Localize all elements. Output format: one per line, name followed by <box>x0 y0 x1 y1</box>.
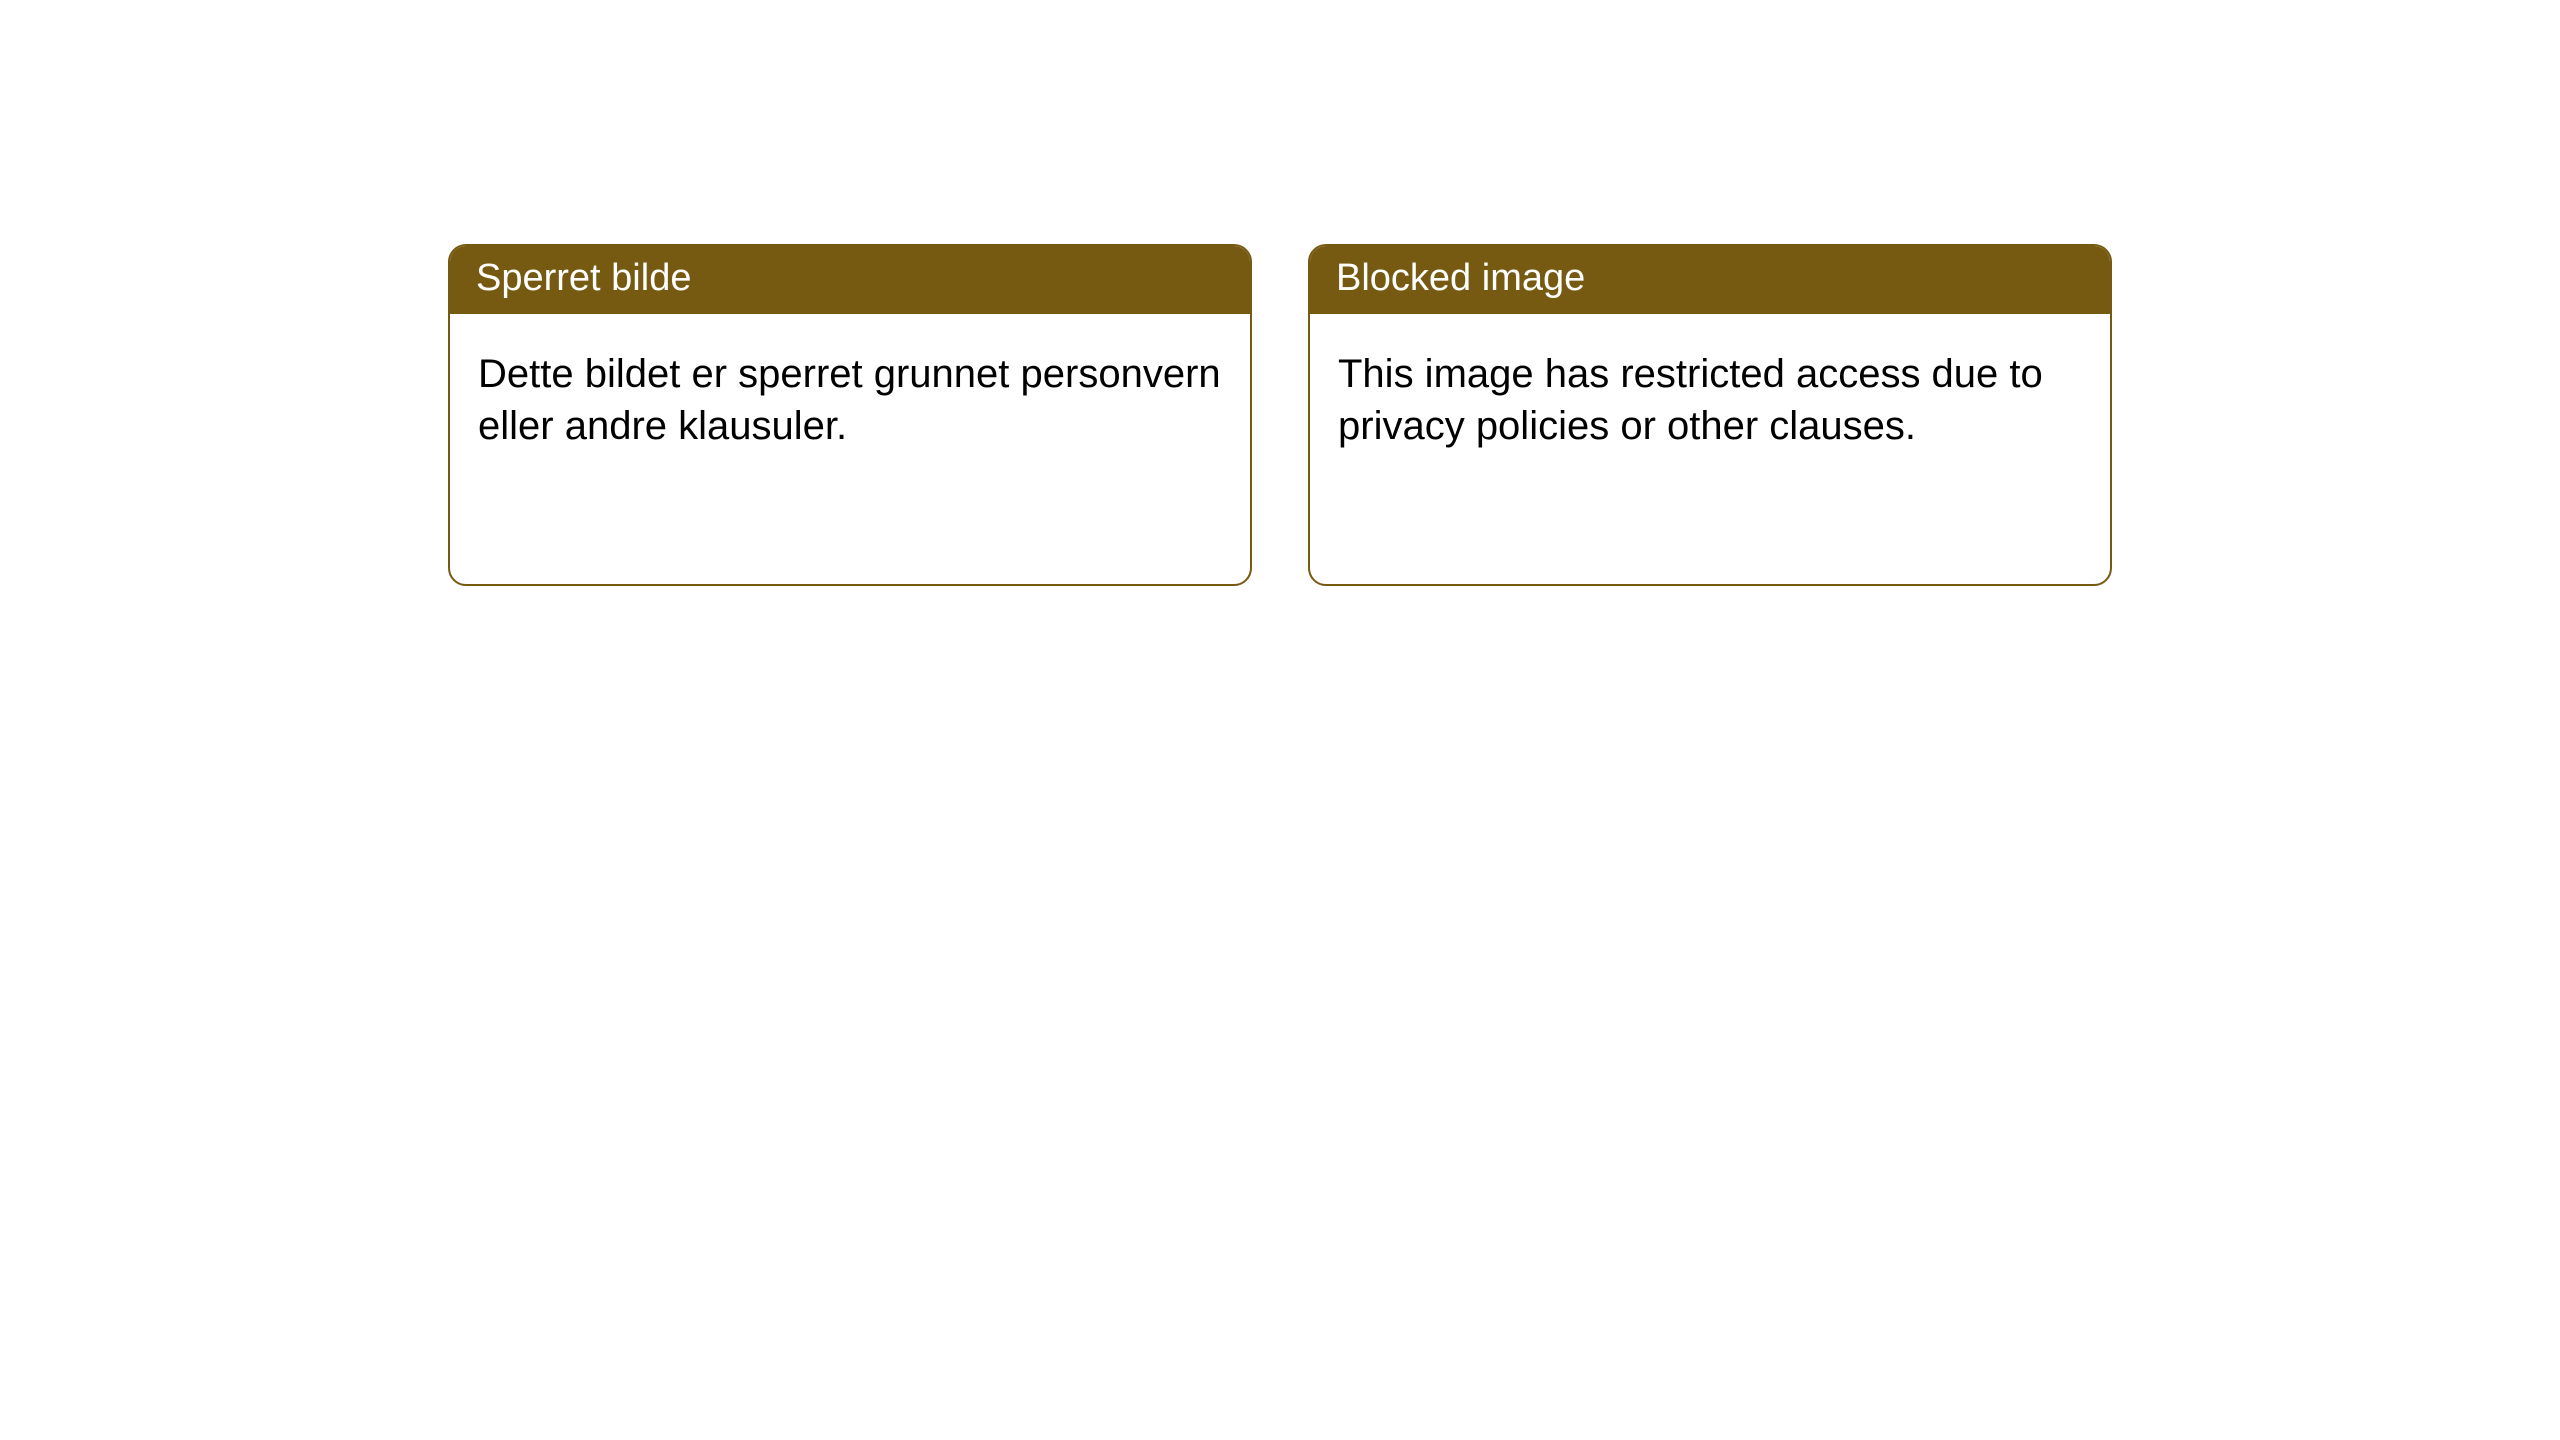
card-title-en: Blocked image <box>1310 246 2110 314</box>
message-container: Sperret bilde Dette bildet er sperret gr… <box>0 0 2560 586</box>
blocked-image-card-en: Blocked image This image has restricted … <box>1308 244 2112 586</box>
blocked-image-card-no: Sperret bilde Dette bildet er sperret gr… <box>448 244 1252 586</box>
card-title-no: Sperret bilde <box>450 246 1250 314</box>
card-body-no: Dette bildet er sperret grunnet personve… <box>450 314 1250 584</box>
card-body-en: This image has restricted access due to … <box>1310 314 2110 584</box>
